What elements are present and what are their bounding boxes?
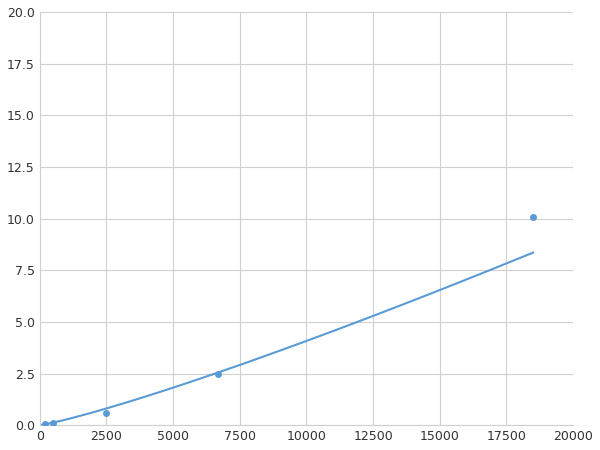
Point — [529, 213, 538, 220]
Point — [48, 419, 58, 426]
Point — [101, 409, 111, 416]
Point — [214, 370, 223, 377]
Point — [40, 421, 50, 428]
